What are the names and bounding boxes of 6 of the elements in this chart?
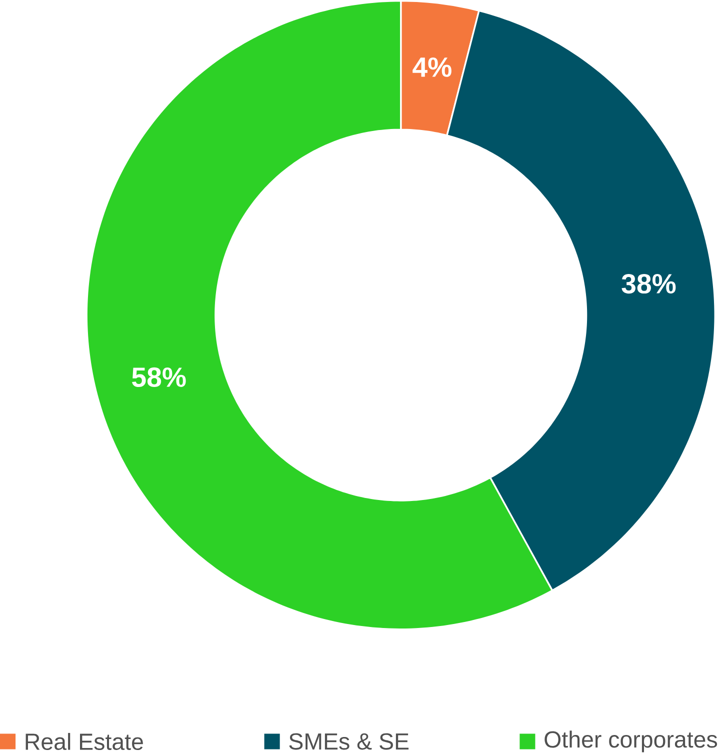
legend-label: Other corporates [544,730,718,752]
legend-label: Real Estate [26,732,144,750]
data-label: 4% [412,57,452,77]
legend-label: SMEs & SE [289,733,409,750]
data-label: 38% [622,274,676,294]
data-label: 58% [132,367,186,388]
